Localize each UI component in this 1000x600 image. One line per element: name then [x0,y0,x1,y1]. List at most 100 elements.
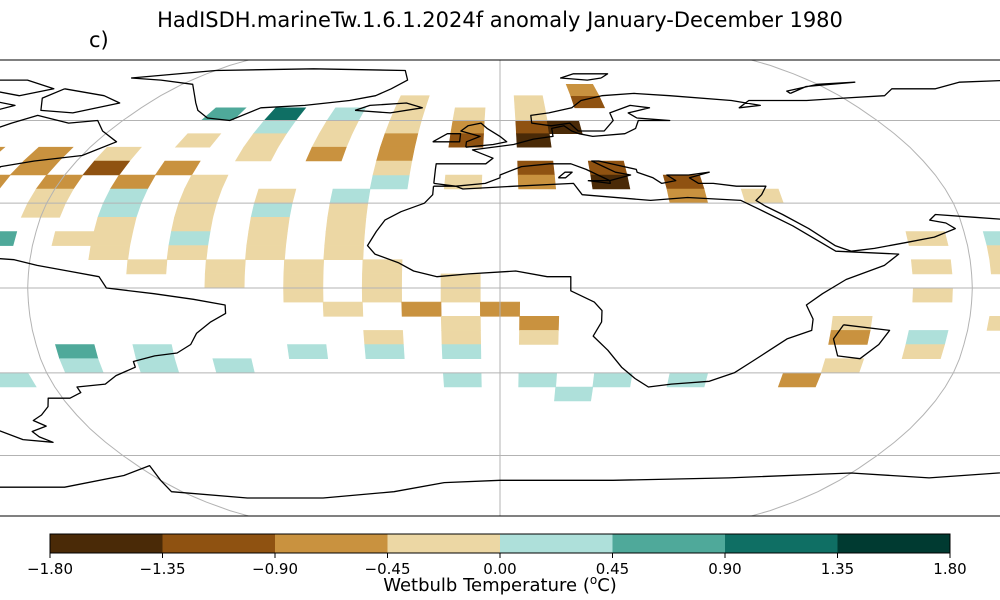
anomaly-cell [910,259,953,275]
coastline [354,102,423,114]
anomaly-cell [516,133,552,148]
anomaly-cell [93,146,142,162]
anomaly-cell [93,217,137,232]
anomaly-cell [171,217,214,232]
anomaly-cell [450,120,485,134]
anomaly-cell [441,330,482,345]
anomaly-cell [326,107,367,121]
anomaly-cell [0,174,11,190]
anomaly-cell [154,160,201,176]
coastline [587,179,611,185]
anomaly-cell [97,202,142,218]
anomaly-cell [401,301,442,317]
anomaly-cell [442,372,482,388]
coastline [0,79,55,97]
anomaly-cell [0,146,6,162]
anomaly-cell [322,301,364,317]
anomaly-cell [905,330,949,345]
anomaly-cell [364,344,405,360]
anomaly-cell [384,120,422,134]
coastline [366,182,900,388]
anomaly-cell [325,217,367,232]
coastline [0,464,1000,510]
anomaly-cell [0,372,37,388]
anomaly-cell [592,372,633,388]
anomaly-cell [178,188,223,204]
anomaly-cell [554,386,594,402]
anomaly-cell [901,344,946,360]
coastline [460,122,508,148]
anomaly-cell [88,245,131,261]
coastline [557,171,573,179]
coastline [0,92,227,443]
coastline [832,324,891,360]
anomaly-cell [311,133,353,148]
anomaly-cell [517,174,557,190]
anomaly-cell [250,202,293,218]
anomaly-cell [102,188,148,204]
coastline [40,88,121,114]
anomaly-cell [287,344,329,360]
coastline [786,81,856,94]
anomaly-cell [283,287,324,303]
anomaly-cell [986,245,1000,261]
anomaly-cell [324,231,366,246]
graticule [0,60,1000,516]
anomaly-cell [820,358,865,374]
anomaly-cell [518,330,559,345]
anomaly-cell [519,315,560,331]
coastlines [0,68,1000,510]
anomaly-cell [361,287,403,303]
anomaly-cell [168,231,211,246]
map-title: HadISDH.marineTw.1.6.1.2024f anomaly Jan… [157,8,843,32]
anomaly-cell [740,188,784,204]
anomaly-cell [369,174,410,190]
anomaly-cell [777,372,822,388]
anomaly-cell [184,174,229,190]
anomaly-cell [452,107,486,121]
anomaly-cell [248,217,290,232]
anomaly-cell [515,120,550,134]
anomaly-cell [570,95,606,109]
anomaly-cell [243,133,287,148]
anomaly-cell [234,146,279,162]
anomaly-cell [204,273,245,289]
anomaly-cell [830,315,873,331]
anomaly-cell [565,84,600,96]
anomaly-cell [253,188,297,204]
anomaly-cell [0,231,18,246]
anomaly-cell [283,273,324,289]
anomaly-cell [986,315,1000,331]
anomaly-cell [174,202,217,218]
anomaly-cell [82,160,131,176]
anomaly-cell [443,174,483,190]
anomaly-cell [135,358,180,374]
anomaly-cell [517,160,555,176]
anomaly-cell [204,259,246,275]
anomaly-cell [989,259,1000,275]
anomaly-cell [318,120,360,134]
colorbar-label: Wetbulb Temperature (oC) [383,573,617,596]
anomaly-cell [518,372,558,388]
anomaly-cell [126,259,168,275]
anomaly-cell [246,231,288,246]
anomaly-cell [513,95,546,109]
anomaly-cell [90,231,134,246]
panel-label: c) [89,28,109,52]
anomaly-cell [59,358,104,374]
world-map [0,59,1000,517]
anomaly-cell [394,95,430,109]
anomaly-cell [305,146,347,162]
anomaly-cell [329,188,371,204]
anomaly-cell [376,146,415,162]
anomaly-cell [982,231,1000,246]
anomaly-cell [441,344,482,360]
anomaly-cell [379,133,419,148]
anomaly-cell [448,133,484,148]
coastline [432,133,462,143]
coastline [559,73,609,81]
anomaly-cell [283,259,325,275]
coastline [433,79,1000,286]
coastline [131,68,409,122]
anomaly-cell [174,133,222,148]
